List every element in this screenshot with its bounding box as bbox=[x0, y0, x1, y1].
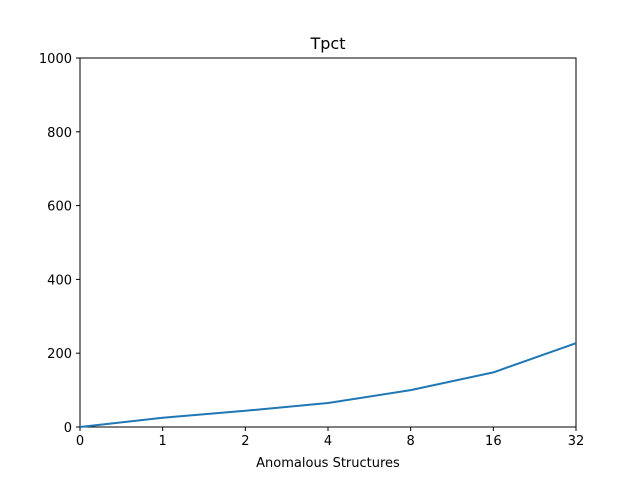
y-tick-label: 800 bbox=[47, 126, 72, 141]
plot-frame bbox=[79, 57, 577, 428]
x-axis-label: Anomalous Structures bbox=[256, 456, 400, 471]
x-tick-label: 1 bbox=[159, 434, 167, 449]
x-tick-label: 32 bbox=[568, 434, 585, 449]
y-tick-label: 400 bbox=[47, 273, 72, 288]
series-line bbox=[79, 342, 577, 428]
x-tick-label: 2 bbox=[241, 434, 249, 449]
x-tick-label: 8 bbox=[407, 434, 415, 449]
y-tick-label: 600 bbox=[47, 200, 72, 215]
x-tick-label: 4 bbox=[324, 434, 332, 449]
x-tick-label: 0 bbox=[76, 434, 84, 449]
x-tick-label: 16 bbox=[485, 434, 502, 449]
plot-area: 0 1 2 4 8 16 32 0 200 400 600 800 1000 bbox=[39, 52, 584, 449]
y-tick-label: 0 bbox=[64, 421, 72, 436]
chart-title: Tpct bbox=[310, 34, 346, 53]
y-tick-label: 1000 bbox=[39, 52, 72, 67]
y-tick-label: 200 bbox=[47, 347, 72, 362]
